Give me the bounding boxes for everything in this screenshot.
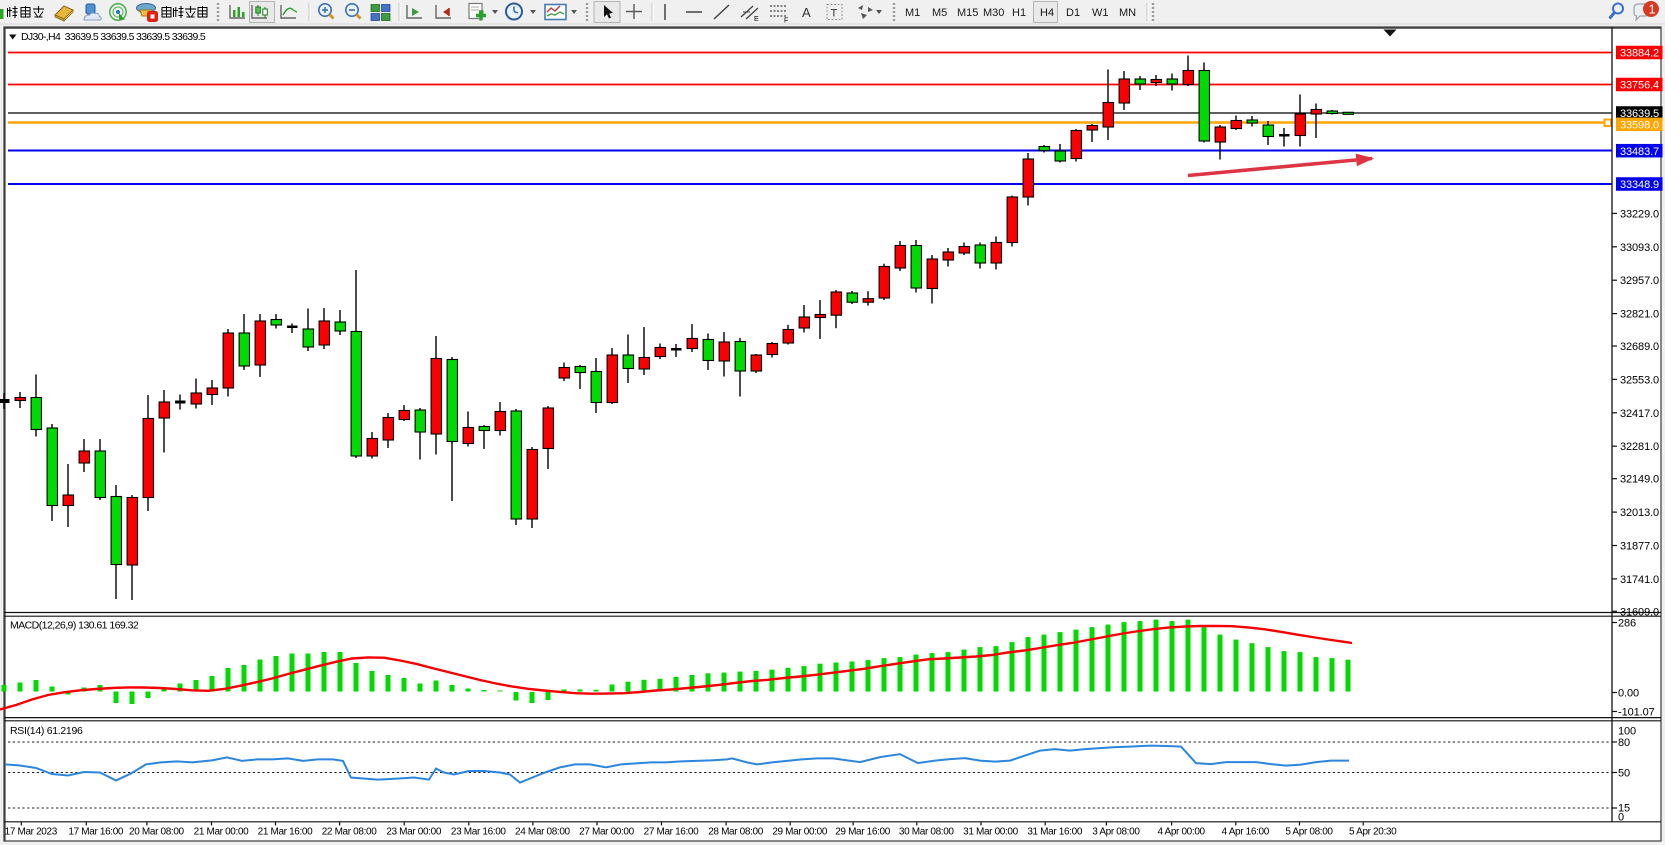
svg-text:100: 100: [1618, 726, 1636, 738]
svg-text:28 Mar 08:00: 28 Mar 08:00: [708, 827, 764, 838]
svg-text:5 Apr 20:30: 5 Apr 20:30: [1349, 827, 1397, 838]
svg-text:E: E: [754, 16, 759, 23]
svg-text:32281.0: 32281.0: [1620, 441, 1659, 453]
svg-text:T: T: [831, 8, 838, 20]
svg-text:50: 50: [1618, 768, 1630, 780]
svg-text:22 Mar 08:00: 22 Mar 08:00: [322, 827, 378, 838]
svg-text:29 Mar 16:00: 29 Mar 16:00: [835, 827, 891, 838]
svg-text:M15: M15: [957, 7, 978, 19]
svg-text:31 Mar 16:00: 31 Mar 16:00: [1027, 827, 1083, 838]
svg-text:MN: MN: [1119, 7, 1136, 19]
svg-text:32689.0: 32689.0: [1620, 341, 1659, 353]
svg-text:M1: M1: [905, 7, 920, 19]
svg-text:32417.0: 32417.0: [1620, 408, 1659, 420]
svg-text:27 Mar 16:00: 27 Mar 16:00: [644, 827, 700, 838]
svg-text:31609.0: 31609.0: [1620, 606, 1659, 618]
svg-text:W1: W1: [1092, 7, 1109, 19]
svg-text:DJ30-,H4 33639.5 33639.5 3363: DJ30-,H4 33639.5 33639.5 33639.5 33639.5: [21, 31, 206, 43]
svg-text:32149.0: 32149.0: [1620, 474, 1659, 486]
svg-text:80: 80: [1618, 737, 1630, 749]
svg-text:5 Apr 08:00: 5 Apr 08:00: [1285, 827, 1333, 838]
svg-text:17 Mar 2023: 17 Mar 2023: [5, 827, 58, 838]
svg-text:30 Mar 08:00: 30 Mar 08:00: [899, 827, 955, 838]
svg-text:33639.5: 33639.5: [1620, 108, 1659, 120]
svg-text:D1: D1: [1066, 7, 1080, 19]
svg-text:A: A: [802, 5, 811, 20]
svg-text:1: 1: [1649, 3, 1656, 17]
svg-text:MACD(12,26,9) 130.61 169.32: MACD(12,26,9) 130.61 169.32: [10, 620, 139, 632]
svg-text:H4: H4: [1040, 7, 1054, 19]
svg-text:32957.0: 32957.0: [1620, 275, 1659, 287]
svg-text:33598.0: 33598.0: [1620, 120, 1659, 132]
svg-text:21 Mar 16:00: 21 Mar 16:00: [258, 827, 314, 838]
svg-text:31741.0: 31741.0: [1620, 574, 1659, 586]
svg-text:4 Apr 16:00: 4 Apr 16:00: [1222, 827, 1270, 838]
svg-text:286: 286: [1618, 618, 1636, 630]
svg-text:31877.0: 31877.0: [1620, 541, 1659, 553]
svg-text:0: 0: [1618, 812, 1624, 824]
svg-text:23 Mar 16:00: 23 Mar 16:00: [451, 827, 507, 838]
svg-text:15: 15: [1618, 803, 1630, 815]
svg-text:20 Mar 08:00: 20 Mar 08:00: [129, 827, 185, 838]
svg-text:M5: M5: [932, 7, 947, 19]
svg-text:33348.9: 33348.9: [1620, 179, 1659, 191]
svg-text:23 Mar 00:00: 23 Mar 00:00: [386, 827, 442, 838]
svg-text:33483.7: 33483.7: [1620, 146, 1659, 158]
svg-text:33093.0: 33093.0: [1620, 242, 1659, 254]
svg-text:4 Apr 00:00: 4 Apr 00:00: [1157, 827, 1205, 838]
svg-text:-101.07: -101.07: [1618, 707, 1655, 719]
svg-text:0.00: 0.00: [1618, 688, 1639, 700]
svg-text:17 Mar 16:00: 17 Mar 16:00: [68, 827, 124, 838]
svg-text:32821.0: 32821.0: [1620, 309, 1659, 321]
svg-text:3 Apr 08:00: 3 Apr 08:00: [1092, 827, 1140, 838]
svg-text:32553.0: 32553.0: [1620, 374, 1659, 386]
svg-text:27 Mar 00:00: 27 Mar 00:00: [579, 827, 635, 838]
svg-text:32013.0: 32013.0: [1620, 507, 1659, 519]
svg-text:33229.0: 33229.0: [1620, 208, 1659, 220]
svg-text:31 Mar 00:00: 31 Mar 00:00: [963, 827, 1019, 838]
svg-text:H1: H1: [1012, 7, 1026, 19]
svg-text:24 Mar 08:00: 24 Mar 08:00: [515, 827, 571, 838]
svg-text:M30: M30: [983, 7, 1004, 19]
svg-text:33884.2: 33884.2: [1620, 48, 1659, 60]
svg-text:21 Mar 00:00: 21 Mar 00:00: [194, 827, 250, 838]
svg-text:29 Mar 00:00: 29 Mar 00:00: [772, 827, 828, 838]
svg-text:F: F: [784, 18, 788, 25]
svg-text:RSI(14) 61.2196: RSI(14) 61.2196: [10, 725, 83, 737]
svg-text:33756.4: 33756.4: [1620, 80, 1659, 92]
